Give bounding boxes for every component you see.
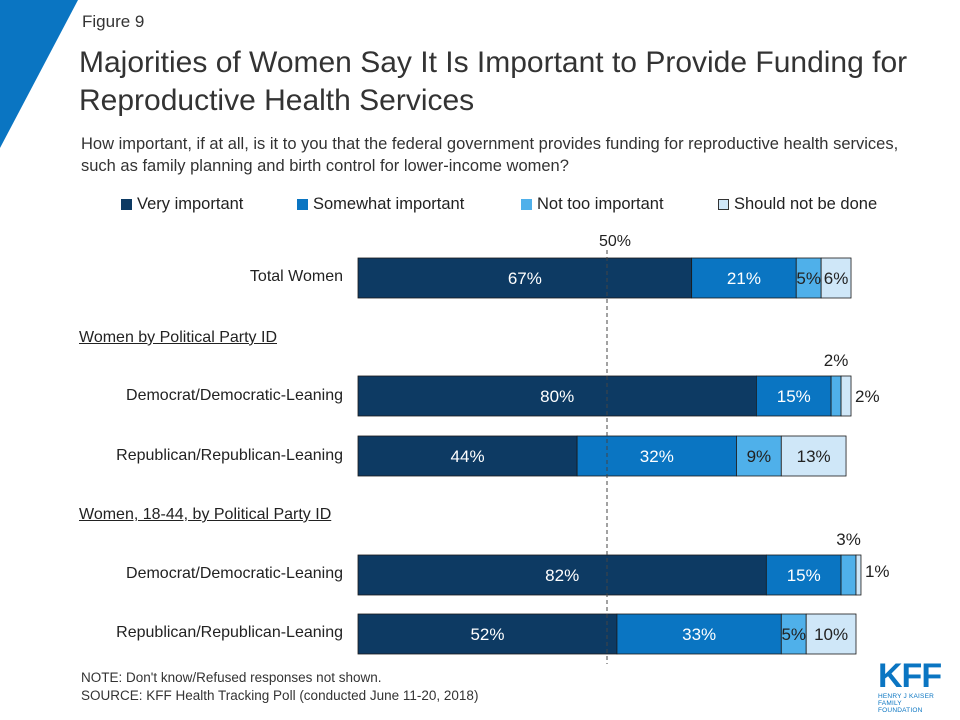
bar-segment	[357, 435, 578, 477]
bar-value-label: 15%	[777, 387, 811, 406]
figure-label: Figure 9	[82, 12, 145, 31]
bar-segment	[780, 613, 807, 655]
legend-item-not-too-important: Not too important	[521, 195, 664, 214]
bar-value-label: 2%	[824, 351, 849, 370]
legend-label: Very important	[137, 195, 244, 213]
bar-value-label: 9%	[747, 447, 772, 466]
bar-segment	[765, 554, 842, 596]
legend: Very important Somewhat important Not to…	[0, 195, 960, 215]
bar-segment	[830, 375, 842, 417]
group-heading-party: Women by Political Party ID	[79, 329, 277, 346]
legend-swatch	[521, 199, 532, 210]
bar-value-label: 80%	[540, 387, 574, 406]
logo-line-1: HENRY J KAISER	[878, 693, 935, 700]
bar-value-label: 21%	[727, 269, 761, 288]
bar-value-label: 5%	[781, 625, 806, 644]
bar-value-label: 13%	[797, 447, 831, 466]
bar-value-label: 33%	[682, 625, 716, 644]
bar-value-label: 1%	[865, 562, 890, 581]
bar-segment	[780, 435, 847, 477]
legend-item-very-important: Very important	[121, 195, 243, 214]
source-text: SOURCE: KFF Health Tracking Poll (conduc…	[81, 688, 479, 703]
bar-value-label: 52%	[470, 625, 504, 644]
bar-value-label: 3%	[836, 530, 861, 549]
bar-value-label: 67%	[508, 269, 542, 288]
reference-line-label: 50%	[599, 233, 631, 250]
chart-title: Majorities of Women Say It Is Important …	[79, 46, 908, 117]
legend-label: Not too important	[537, 195, 664, 213]
bar-segment	[357, 554, 767, 596]
bar-segment	[357, 375, 757, 417]
bar-segment	[576, 435, 737, 477]
corner-accent	[0, 0, 78, 148]
bar-segment	[805, 613, 857, 655]
bar-value-label: 44%	[451, 447, 485, 466]
row-label-total-women: Total Women	[249, 268, 343, 285]
bar-segment	[840, 554, 857, 596]
footer-notes: NOTE: Don't know/Refused responses not s…	[81, 669, 478, 705]
bar-segment	[840, 375, 852, 417]
logo-mark: KFF	[878, 657, 942, 695]
row-label-democrat: Democrat/Democratic-Leaning	[126, 387, 343, 404]
bar-segment	[736, 435, 782, 477]
bar-segment	[795, 257, 822, 299]
legend-swatch	[297, 199, 308, 210]
legend-item-somewhat-important: Somewhat important	[297, 195, 464, 214]
legend-swatch	[718, 199, 729, 210]
bar-segment	[357, 613, 618, 655]
note-text: NOTE: Don't know/Refused responses not s…	[81, 670, 382, 685]
row-label-republican-18-44: Republican/Republican-Leaning	[116, 624, 343, 641]
bar-value-label: 82%	[545, 566, 579, 585]
bar-value-label: 2%	[855, 387, 880, 406]
bar-value-label: 5%	[796, 269, 821, 288]
bar-segment	[691, 257, 797, 299]
bar-segment	[357, 257, 693, 299]
bar-segment	[820, 257, 852, 299]
legend-item-should-not-be-done: Should not be done	[718, 195, 877, 214]
legend-label: Somewhat important	[313, 195, 465, 213]
bar-value-label: 6%	[824, 269, 849, 288]
row-label-republican: Republican/Republican-Leaning	[116, 447, 343, 464]
kff-logo: KFF HENRY J KAISER FAMILY FOUNDATION	[878, 659, 948, 714]
bar-segment	[855, 554, 862, 596]
chart-subtitle: How important, if at all, is it to you t…	[81, 135, 899, 175]
bar-value-label: 15%	[787, 566, 821, 585]
bar-value-label: 32%	[640, 447, 674, 466]
row-label-democrat-18-44: Democrat/Democratic-Leaning	[126, 565, 343, 582]
bar-value-label: 10%	[814, 625, 848, 644]
legend-label: Should not be done	[734, 195, 878, 213]
logo-line-2: FAMILY FOUNDATION	[878, 700, 923, 714]
legend-swatch	[121, 199, 132, 210]
group-heading-18-44-party: Women, 18-44, by Political Party ID	[79, 506, 332, 523]
